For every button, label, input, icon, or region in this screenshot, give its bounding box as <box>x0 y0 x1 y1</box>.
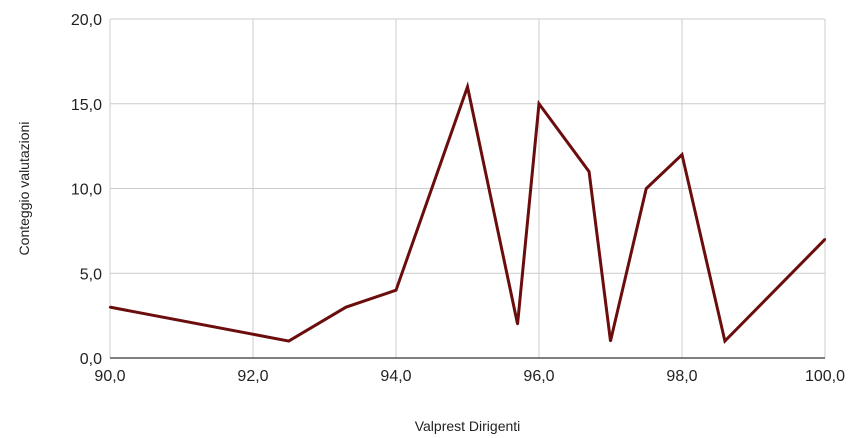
x-tick-label: 94,0 <box>380 368 411 385</box>
x-tick-label: 90,0 <box>94 368 125 385</box>
x-axis-title: Valprest Dirigenti <box>415 418 521 434</box>
y-axis-ticks: 0,0 5,0 10,0 15,0 20,0 <box>71 12 102 368</box>
grid <box>109 18 826 358</box>
y-tick-label: 20,0 <box>71 12 102 29</box>
x-tick-label: 96,0 <box>523 368 554 385</box>
data-point <box>466 85 469 89</box>
y-tick-label: 5,0 <box>80 266 102 283</box>
data-point <box>537 102 541 105</box>
data-point <box>680 153 684 156</box>
y-tick-label: 10,0 <box>71 182 102 199</box>
y-axis-title: Conteggio valutazioni <box>16 122 32 256</box>
data-point <box>823 238 827 241</box>
y-tick-label: 15,0 <box>71 97 102 114</box>
data-point <box>587 170 591 173</box>
series-group <box>108 81 827 345</box>
data-point <box>609 339 612 343</box>
x-tick-label: 100,0 <box>805 368 845 385</box>
data-point <box>723 339 727 343</box>
x-tick-label: 92,0 <box>237 368 268 385</box>
data-point <box>516 322 519 326</box>
data-point <box>344 305 348 309</box>
y-tick-label: 0,0 <box>80 351 102 368</box>
series-line <box>109 81 827 345</box>
x-tick-label: 98,0 <box>666 368 697 385</box>
data-point <box>645 187 648 190</box>
data-point <box>394 289 398 292</box>
x-axis-ticks: 90,0 92,0 94,0 96,0 98,0 100,0 <box>94 368 845 385</box>
data-point <box>108 305 112 309</box>
data-point <box>287 339 290 343</box>
